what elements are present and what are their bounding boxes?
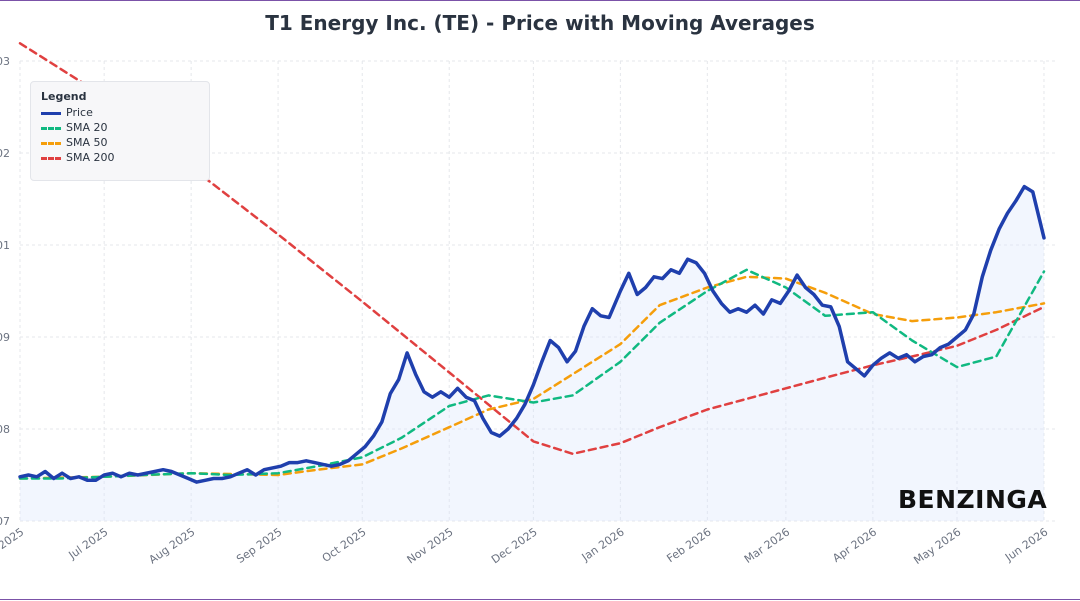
chart-title: T1 Energy Inc. (TE) - Price with Moving … bbox=[265, 11, 815, 35]
legend-label-sma-50: SMA 50 bbox=[66, 136, 108, 149]
series-area-price bbox=[20, 186, 1044, 521]
legend-title: Legend bbox=[41, 90, 87, 103]
x-tick-label-6: Dec 2025 bbox=[489, 525, 540, 566]
legend-swatch-sma-20 bbox=[41, 127, 61, 130]
y-tick-label-5: 03 bbox=[0, 55, 10, 68]
x-tick-label-8: Feb 2026 bbox=[664, 525, 713, 565]
x-tick-label-5: Nov 2025 bbox=[405, 525, 456, 566]
y-tick-label-2: 09 bbox=[0, 331, 10, 344]
x-tick-label-0: Jun 2025 bbox=[0, 525, 26, 564]
x-tick-label-4: Oct 2025 bbox=[320, 525, 369, 565]
x-tick-label-10: Apr 2026 bbox=[830, 525, 879, 565]
legend-label-sma-200: SMA 200 bbox=[66, 151, 115, 164]
x-tick-label-9: Mar 2026 bbox=[742, 525, 792, 566]
legend-label-sma-20: SMA 20 bbox=[66, 121, 108, 134]
legend-label-price: Price bbox=[66, 106, 93, 119]
legend-swatch-sma-200 bbox=[41, 157, 61, 160]
y-tick-label-1: 08 bbox=[0, 423, 10, 436]
x-tick-label-12: Jun 2026 bbox=[1002, 525, 1050, 564]
price-area-fill bbox=[20, 186, 1044, 521]
y-tick-label-0: 07 bbox=[0, 515, 10, 528]
x-tick-label-2: Aug 2025 bbox=[147, 525, 198, 566]
x-axis-ticks: Jun 2025 Jul 2025 Aug 2025 Sep 2025 Oct 2025… bbox=[0, 525, 1050, 567]
legend[interactable]: Legend Price SMA 20 SMA 50 SMA 200 bbox=[30, 81, 210, 181]
x-tick-label-1: Jul 2025 bbox=[66, 525, 111, 562]
grid-lines bbox=[19, 60, 1058, 522]
series-lines bbox=[18, 42, 1046, 484]
legend-swatch-price bbox=[41, 112, 61, 115]
series-line-sma-50[interactable] bbox=[18, 275, 1046, 480]
x-tick-label-3: Sep 2025 bbox=[234, 525, 284, 566]
series-line-sma-20[interactable] bbox=[18, 268, 1046, 480]
y-axis-ticks: 07 08 09 01 02 03 bbox=[0, 55, 10, 528]
series-line-sma-200[interactable] bbox=[18, 42, 1046, 456]
x-tick-label-7: Jan 2026 bbox=[579, 525, 627, 564]
y-tick-label-4: 02 bbox=[0, 147, 10, 160]
legend-swatch-sma-50 bbox=[41, 142, 61, 145]
series-line-price[interactable] bbox=[18, 184, 1046, 484]
y-tick-label-3: 01 bbox=[0, 239, 10, 252]
x-tick-label-11: May 2026 bbox=[911, 525, 963, 567]
benzinga-watermark: BENZINGA bbox=[898, 485, 1048, 514]
